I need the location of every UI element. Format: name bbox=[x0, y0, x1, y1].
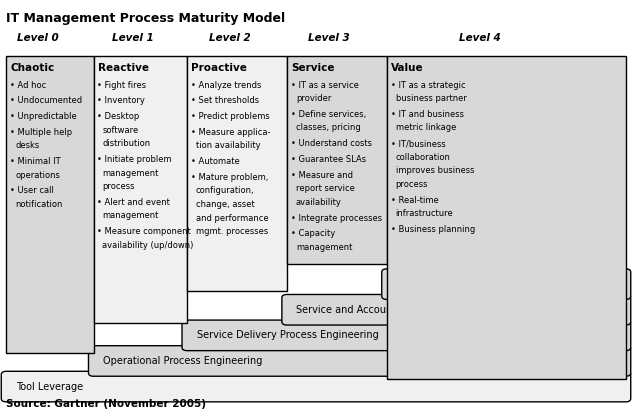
Text: improves business: improves business bbox=[396, 166, 474, 176]
Text: change, asset: change, asset bbox=[196, 200, 255, 209]
Text: operations: operations bbox=[15, 171, 60, 180]
Text: • Alert and event: • Alert and event bbox=[97, 198, 170, 207]
Text: • Inventory: • Inventory bbox=[97, 96, 145, 105]
Text: Tool Leverage: Tool Leverage bbox=[16, 382, 83, 392]
Text: • Define services,: • Define services, bbox=[291, 110, 366, 119]
Text: Level 3: Level 3 bbox=[308, 33, 349, 43]
Text: • Real-time: • Real-time bbox=[391, 196, 439, 205]
Text: software: software bbox=[102, 126, 138, 135]
Text: process: process bbox=[102, 182, 135, 191]
Text: • User call: • User call bbox=[10, 186, 54, 195]
Text: • Mature problem,: • Mature problem, bbox=[191, 173, 268, 182]
Text: • Predict problems: • Predict problems bbox=[191, 112, 270, 121]
Text: Operational Process Engineering: Operational Process Engineering bbox=[103, 356, 262, 366]
Text: • Capacity: • Capacity bbox=[291, 229, 335, 238]
FancyBboxPatch shape bbox=[94, 56, 187, 323]
Text: configuration,: configuration, bbox=[196, 186, 255, 195]
Text: availability: availability bbox=[296, 198, 342, 207]
Text: distribution: distribution bbox=[102, 139, 150, 148]
Text: availability (up/down): availability (up/down) bbox=[102, 241, 194, 250]
Text: collaboration: collaboration bbox=[396, 153, 451, 162]
FancyBboxPatch shape bbox=[282, 294, 631, 325]
Text: • Unpredictable: • Unpredictable bbox=[10, 112, 77, 121]
Text: classes, pricing: classes, pricing bbox=[296, 123, 360, 133]
Text: process: process bbox=[396, 180, 428, 189]
Text: notification: notification bbox=[15, 200, 63, 209]
Text: management: management bbox=[102, 169, 159, 178]
Text: provider: provider bbox=[296, 94, 331, 103]
Text: report service: report service bbox=[296, 184, 355, 193]
Text: Service Delivery Process Engineering: Service Delivery Process Engineering bbox=[197, 330, 379, 340]
Text: • Measure component: • Measure component bbox=[97, 227, 191, 236]
Text: • Initiate problem: • Initiate problem bbox=[97, 155, 172, 164]
Text: • Integrate processes: • Integrate processes bbox=[291, 214, 382, 223]
Text: Proactive: Proactive bbox=[191, 63, 247, 73]
Text: • Understand costs: • Understand costs bbox=[291, 139, 372, 148]
Text: • Automate: • Automate bbox=[191, 157, 240, 166]
Text: Level 1: Level 1 bbox=[112, 33, 154, 43]
FancyBboxPatch shape bbox=[1, 371, 631, 402]
Text: Reactive: Reactive bbox=[98, 63, 149, 73]
Text: desks: desks bbox=[15, 141, 39, 150]
Text: IT Management Process Maturity Model: IT Management Process Maturity Model bbox=[6, 12, 286, 25]
Text: mgmt. processes: mgmt. processes bbox=[196, 227, 268, 236]
Text: • Guarantee SLAs: • Guarantee SLAs bbox=[291, 155, 366, 164]
Text: metric linkage: metric linkage bbox=[396, 123, 456, 133]
Text: Value: Value bbox=[391, 63, 424, 73]
Text: Manage IT as a Business: Manage IT as a Business bbox=[396, 279, 517, 289]
FancyBboxPatch shape bbox=[187, 56, 287, 291]
Text: management: management bbox=[102, 211, 159, 221]
FancyBboxPatch shape bbox=[382, 269, 631, 299]
Text: Service and Account Management: Service and Account Management bbox=[296, 305, 464, 315]
FancyBboxPatch shape bbox=[387, 56, 626, 379]
Text: • IT/business: • IT/business bbox=[391, 139, 446, 148]
FancyBboxPatch shape bbox=[88, 346, 631, 376]
Text: management: management bbox=[296, 243, 352, 252]
Text: business partner: business partner bbox=[396, 94, 466, 103]
Text: • Undocumented: • Undocumented bbox=[10, 96, 82, 105]
Text: • Desktop: • Desktop bbox=[97, 112, 140, 121]
FancyBboxPatch shape bbox=[6, 56, 94, 353]
Text: Level 0: Level 0 bbox=[17, 33, 59, 43]
Text: • Business planning: • Business planning bbox=[391, 225, 475, 234]
Text: tion availability: tion availability bbox=[196, 141, 260, 150]
Text: and performance: and performance bbox=[196, 214, 269, 223]
Text: infrastructure: infrastructure bbox=[396, 209, 453, 218]
Text: • Multiple help: • Multiple help bbox=[10, 128, 72, 137]
Text: • Fight fires: • Fight fires bbox=[97, 81, 147, 90]
Text: • IT and business: • IT and business bbox=[391, 110, 464, 119]
Text: • Minimal IT: • Minimal IT bbox=[10, 157, 61, 166]
Text: Chaotic: Chaotic bbox=[11, 63, 55, 73]
Text: Level 4: Level 4 bbox=[459, 33, 501, 43]
Text: • Set thresholds: • Set thresholds bbox=[191, 96, 259, 105]
Text: • Ad hoc: • Ad hoc bbox=[10, 81, 46, 90]
Text: Level 2: Level 2 bbox=[209, 33, 250, 43]
Text: • Measure applica-: • Measure applica- bbox=[191, 128, 270, 137]
Text: • Measure and: • Measure and bbox=[291, 171, 353, 180]
FancyBboxPatch shape bbox=[287, 56, 387, 264]
Text: • IT as a service: • IT as a service bbox=[291, 81, 358, 90]
Text: Source: Gartner (November 2005): Source: Gartner (November 2005) bbox=[6, 399, 206, 409]
FancyBboxPatch shape bbox=[182, 320, 631, 351]
Text: • IT as a strategic: • IT as a strategic bbox=[391, 81, 465, 90]
Text: • Analyze trends: • Analyze trends bbox=[191, 81, 261, 90]
Text: Service: Service bbox=[291, 63, 335, 73]
